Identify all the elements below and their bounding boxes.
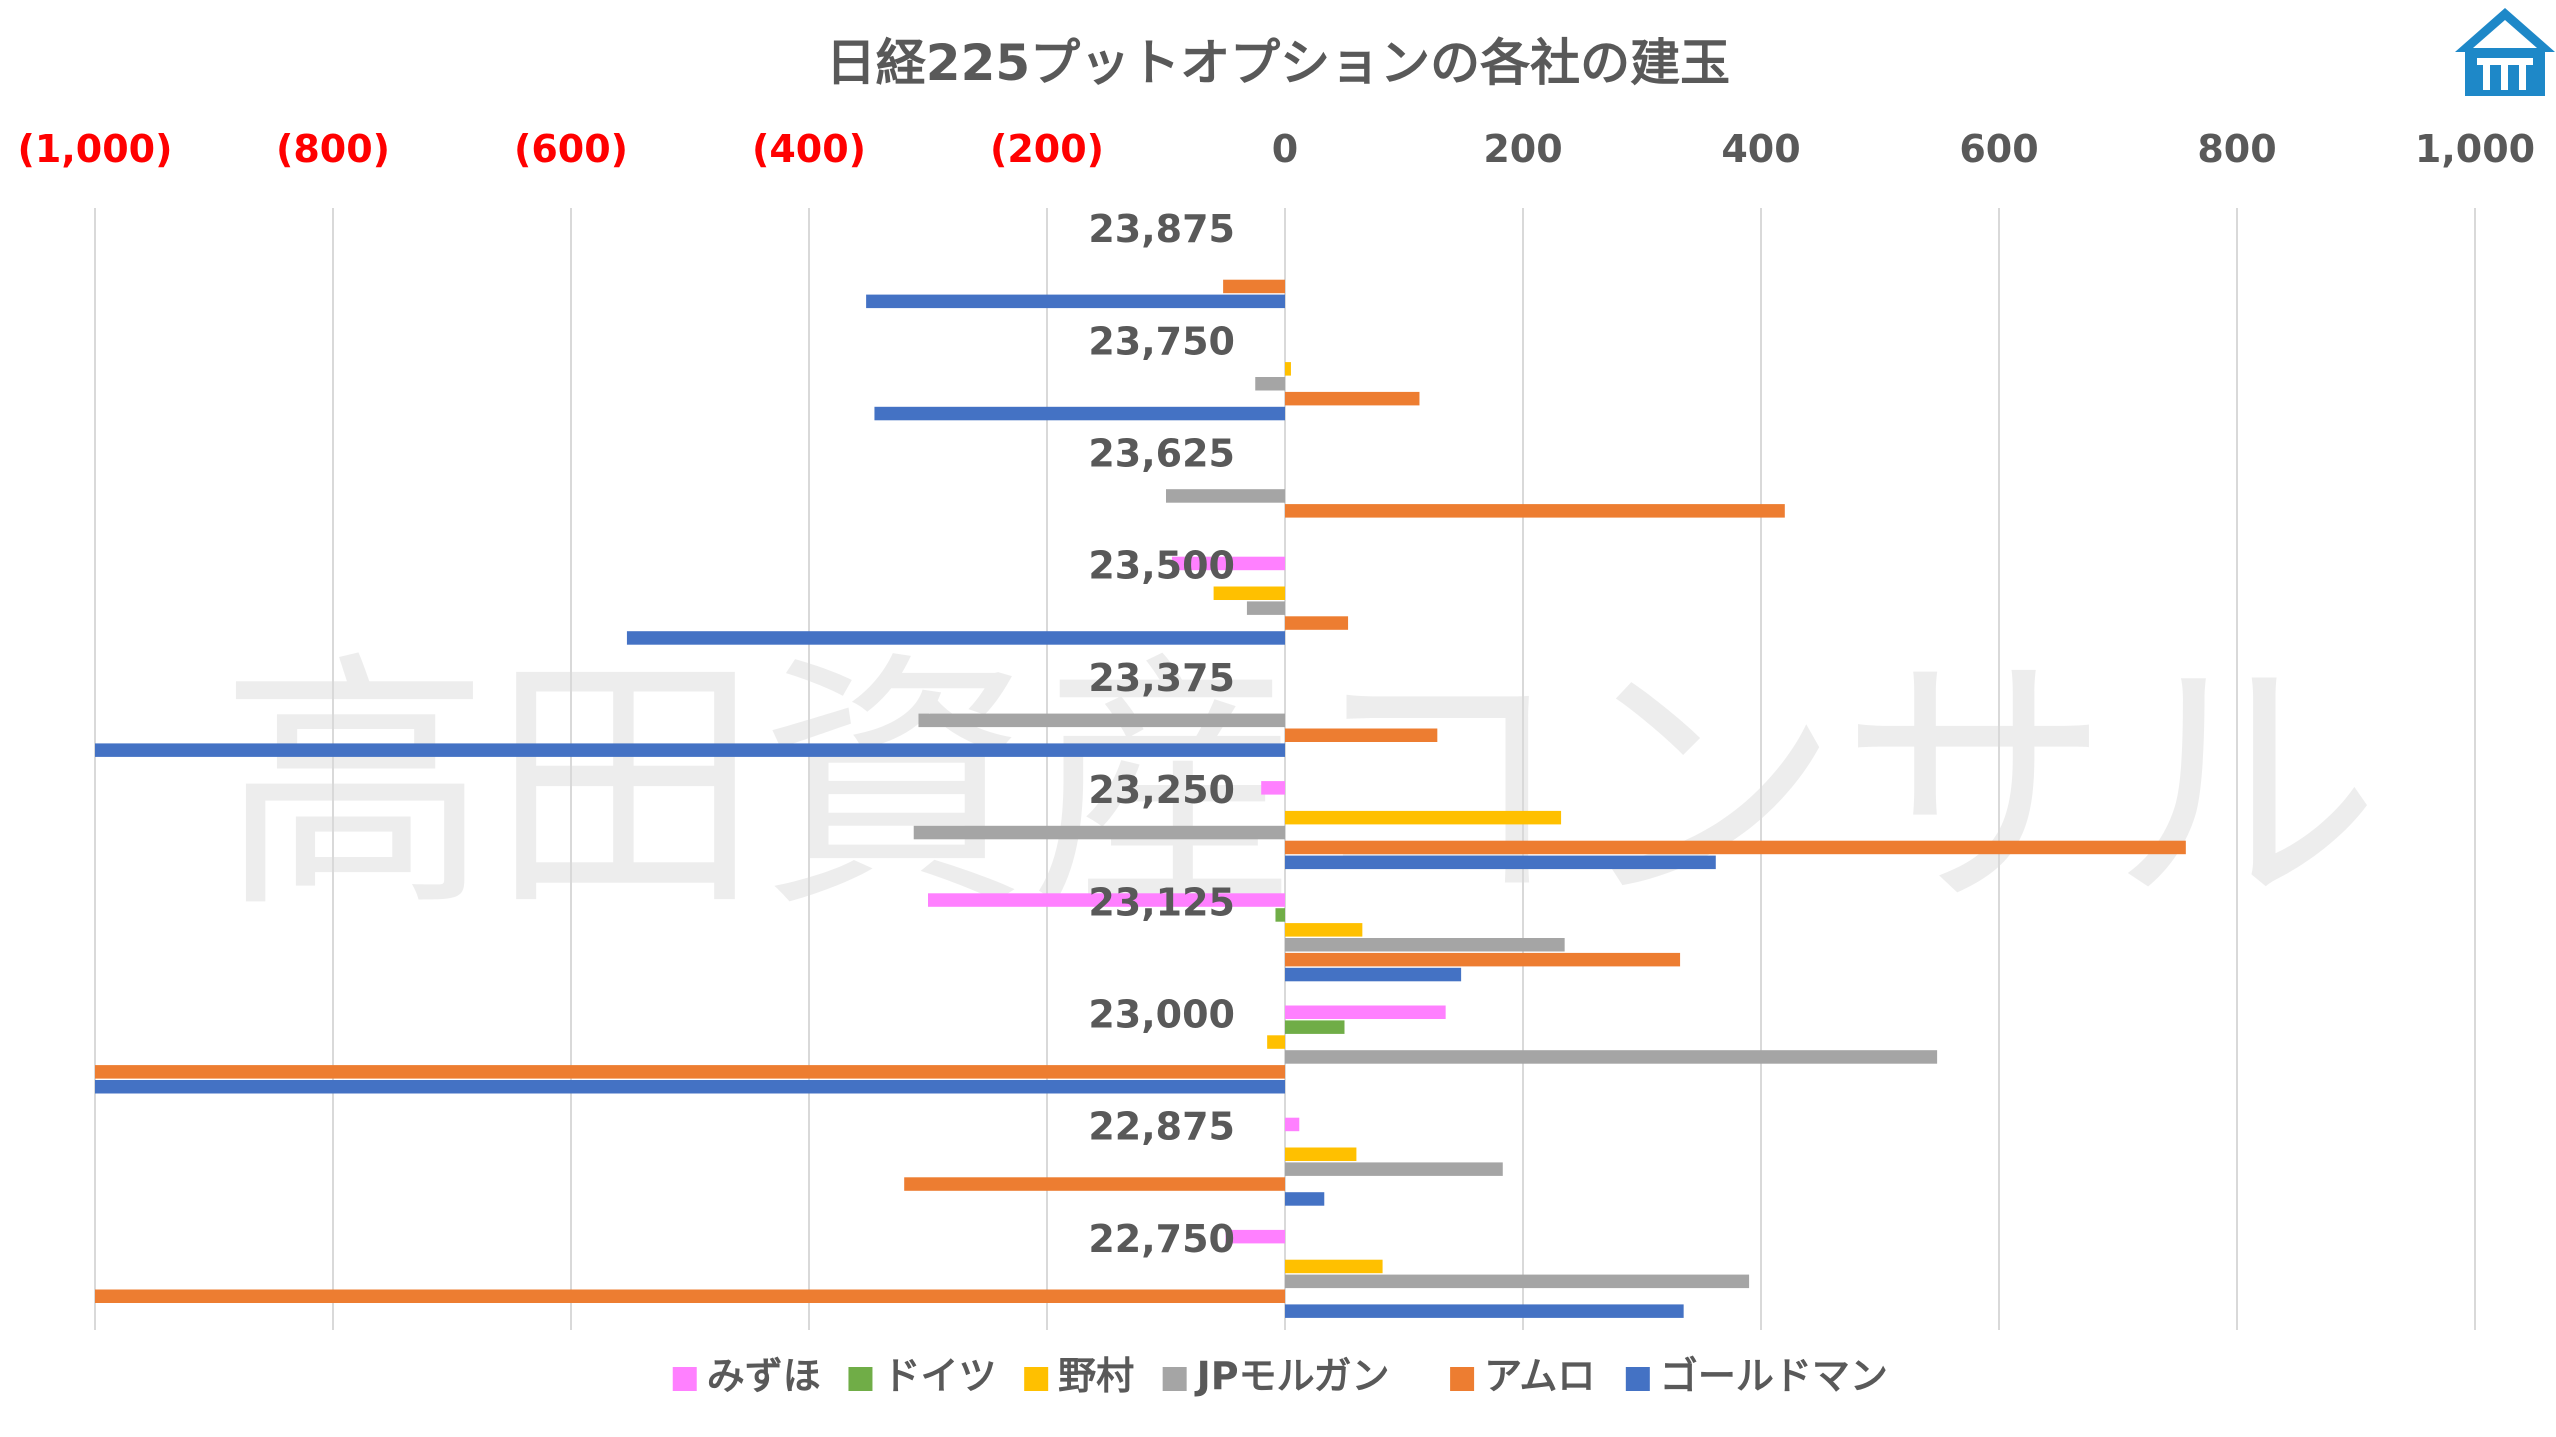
bar xyxy=(1285,1274,1750,1289)
legend-swatch xyxy=(1024,1367,1049,1391)
bar xyxy=(1285,1162,1503,1176)
bar xyxy=(95,1080,1285,1094)
bar xyxy=(1171,556,1285,571)
bar xyxy=(1246,601,1285,615)
bar xyxy=(1166,489,1285,503)
category-label: 22,750 xyxy=(1088,1217,1235,1261)
legend-label: JPモルガン xyxy=(1194,1354,1390,1398)
bar xyxy=(1285,362,1291,376)
bar xyxy=(1285,504,1785,518)
bar xyxy=(918,713,1285,728)
bar xyxy=(1285,855,1716,870)
legend-swatch xyxy=(1450,1367,1475,1391)
bar xyxy=(1285,728,1438,742)
bar xyxy=(1285,1050,1938,1064)
legend-swatch xyxy=(848,1367,873,1391)
category-label: 23,000 xyxy=(1088,993,1235,1037)
bar xyxy=(1285,967,1462,982)
bar xyxy=(1285,952,1681,967)
watermark: 高田資産コンサル xyxy=(220,629,2380,944)
bar xyxy=(1285,1147,1357,1161)
legend-swatch xyxy=(672,1367,697,1391)
bar xyxy=(1223,279,1285,294)
x-tick-label: 400 xyxy=(1721,127,1800,171)
x-tick-label: 1,000 xyxy=(2415,127,2535,171)
bar xyxy=(1285,391,1420,406)
bar xyxy=(1285,810,1562,825)
x-tick-label: (400) xyxy=(752,127,866,171)
category-label: 23,750 xyxy=(1088,319,1235,363)
bar xyxy=(1285,923,1363,937)
category-label: 22,875 xyxy=(1088,1105,1235,1149)
bar xyxy=(1285,938,1565,952)
category-label: 23,500 xyxy=(1088,544,1235,588)
x-tick-label: (800) xyxy=(276,127,390,171)
x-tick-label: (1,000) xyxy=(18,127,173,171)
bar xyxy=(866,294,1285,309)
category-labels: 23,875 23,750 23,625 23,500 23,375 23,250 23,1… xyxy=(1088,207,1235,1261)
chart-title: 日経225プットオプションの各社の建玉 xyxy=(826,34,1730,92)
bar xyxy=(1285,616,1349,630)
category-label: 23,625 xyxy=(1088,432,1235,476)
bars xyxy=(95,279,2186,1318)
legend-label: ゴールドマン xyxy=(1660,1354,1888,1398)
bar xyxy=(1213,586,1285,600)
legend-label: アムロ xyxy=(1484,1354,1595,1398)
bar xyxy=(874,406,1285,421)
bar xyxy=(1285,1117,1300,1132)
x-tick-label: 800 xyxy=(2197,127,2276,171)
bar xyxy=(1285,840,2186,855)
x-tick-label: (200) xyxy=(990,127,1104,171)
bar xyxy=(1285,1304,1684,1318)
x-tick-label: 600 xyxy=(1959,127,2038,171)
bar xyxy=(1285,1005,1446,1019)
bar xyxy=(95,743,1285,757)
legend: みずほ ドイツ 野村 JPモルガン アムロ ゴールドマン xyxy=(672,1354,1888,1398)
legend-label: 野村 xyxy=(1058,1354,1134,1398)
category-label: 23,125 xyxy=(1088,880,1235,924)
bar xyxy=(1275,908,1285,922)
category-label: 23,375 xyxy=(1088,656,1235,700)
bar xyxy=(1267,1035,1285,1049)
category-label: 23,875 xyxy=(1088,207,1235,251)
bar xyxy=(1261,781,1285,795)
bar xyxy=(1255,377,1285,391)
bar xyxy=(1285,1020,1345,1034)
legend-label: みずほ xyxy=(707,1354,821,1398)
legend-label: ドイツ xyxy=(882,1354,996,1398)
bar xyxy=(913,825,1285,840)
bar xyxy=(1285,1259,1383,1274)
bar xyxy=(95,1065,1285,1079)
bar xyxy=(626,631,1285,645)
bar xyxy=(928,893,1285,907)
x-axis-ticks: (1,000) (800) (600) (400) (200) 0 200 400 600 800… xyxy=(18,127,2536,171)
x-tick-label: (600) xyxy=(514,127,628,171)
x-tick-label: 200 xyxy=(1483,127,1562,171)
x-tick-label: 0 xyxy=(1272,127,1298,171)
bar xyxy=(95,1289,1285,1303)
bar xyxy=(904,1177,1285,1191)
legend-swatch xyxy=(1625,1367,1650,1391)
bar xyxy=(1225,1229,1285,1244)
bar xyxy=(1285,1192,1325,1206)
legend-swatch xyxy=(1162,1367,1187,1391)
house-logo-icon xyxy=(2455,8,2555,96)
category-label: 23,250 xyxy=(1088,768,1235,812)
